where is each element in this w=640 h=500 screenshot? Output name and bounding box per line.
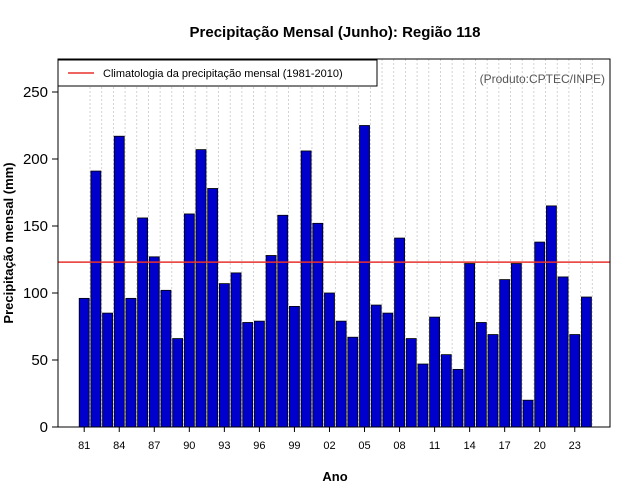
x-tick-label: 17: [499, 440, 511, 452]
bar-2008: [394, 237, 405, 428]
bar-1995: [242, 322, 254, 428]
y-tick-label: 0: [40, 419, 48, 436]
bar-1986: [137, 217, 149, 428]
x-tick-label: 11: [429, 440, 440, 452]
bar-2005: [359, 125, 370, 428]
bar-2006: [370, 304, 382, 428]
bar-1998: [277, 214, 289, 428]
grid-lines: [89, 59, 593, 427]
bar-1985: [125, 297, 137, 428]
x-tick-label: 08: [393, 440, 405, 452]
bar-2010: [417, 363, 429, 428]
legend-label: Climatologia da precipitação mensal (198…: [103, 68, 343, 80]
bar-2012: [440, 354, 452, 428]
y-axis-label: Precipitação mensal (mm): [1, 162, 16, 323]
bar-2003: [335, 320, 347, 428]
bar-series: [78, 125, 592, 428]
plot-frame: [57, 58, 611, 428]
x-tick-label: 23: [569, 440, 581, 452]
bar-2018: [510, 263, 522, 428]
x-tick-label: 05: [358, 440, 370, 452]
bar-2023: [569, 334, 581, 428]
x-tick-label: 02: [323, 440, 335, 452]
y-tick-label: 50: [31, 352, 48, 369]
bar-2021: [546, 205, 557, 428]
bar-2002: [324, 292, 335, 428]
bar-2004: [347, 336, 359, 428]
bar-2013: [452, 368, 464, 428]
credit-text: (Produto:CPTEC/INPE): [480, 72, 605, 86]
bar-1992: [207, 188, 219, 428]
chart-title: Precipitação Mensal (Junho): Região 118: [190, 24, 481, 41]
x-tick-label: 87: [148, 440, 160, 452]
x-axis-label: Ano: [322, 469, 347, 484]
bar-1982: [90, 170, 102, 428]
x-tick-label: 84: [113, 440, 125, 452]
bar-1989: [172, 338, 184, 428]
bar-2001: [312, 222, 324, 428]
x-tick-label: 99: [288, 440, 300, 452]
bar-1991: [195, 149, 207, 428]
bar-2017: [499, 279, 511, 428]
x-tick-label: 90: [183, 440, 195, 452]
bar-1987: [148, 256, 160, 428]
legend: Climatologia da precipitação mensal (198…: [57, 59, 378, 87]
x-tick-label: 20: [534, 440, 546, 452]
y-tick-label: 100: [23, 285, 48, 302]
bar-1997: [265, 255, 277, 428]
x-tick-label: 14: [464, 440, 476, 452]
bar-2024: [581, 296, 592, 428]
bar-1988: [160, 289, 172, 428]
bar-2016: [487, 334, 499, 428]
bar-1996: [253, 320, 265, 428]
y-tick-label: 150: [23, 218, 48, 235]
x-tick-label: 93: [218, 440, 230, 452]
bar-2015: [475, 322, 487, 428]
bar-1983: [102, 312, 113, 428]
bar-2022: [557, 276, 569, 428]
bar-1994: [230, 272, 242, 428]
legend-box: [57, 59, 378, 87]
bar-2014: [464, 263, 476, 428]
bar-2020: [534, 241, 546, 428]
bar-1984: [113, 135, 125, 428]
bar-2019: [522, 399, 534, 428]
x-tick-label: 81: [78, 440, 90, 452]
y-tick-label: 200: [23, 151, 48, 168]
bar-1993: [218, 283, 230, 428]
bar-2009: [405, 338, 417, 428]
bar-1990: [183, 213, 195, 428]
bar-2011: [429, 316, 441, 428]
bar-1981: [78, 297, 90, 428]
x-axis: 81 84 87 90 93 96 99 02 05 08 11 14 17 20 23: [78, 427, 581, 452]
y-axis: 0 50 100 150 200 250: [23, 84, 58, 436]
bar-2007: [382, 312, 394, 428]
y-tick-label: 250: [23, 84, 48, 101]
bar-2000: [300, 150, 312, 428]
x-tick-label: 96: [253, 440, 265, 452]
bar-1999: [289, 305, 300, 428]
